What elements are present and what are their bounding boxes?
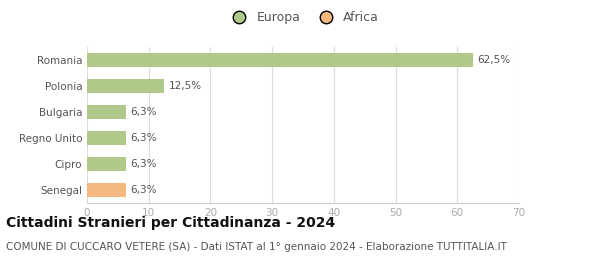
Text: 6,3%: 6,3% — [130, 185, 157, 195]
Text: 12,5%: 12,5% — [169, 81, 202, 91]
Text: 62,5%: 62,5% — [477, 55, 510, 65]
Bar — [87, 183, 126, 197]
Text: 6,3%: 6,3% — [130, 133, 157, 143]
Legend: Europa, Africa: Europa, Africa — [222, 6, 384, 29]
Bar — [87, 79, 164, 93]
Bar — [87, 131, 126, 145]
Bar — [87, 157, 126, 171]
Text: Cittadini Stranieri per Cittadinanza - 2024: Cittadini Stranieri per Cittadinanza - 2… — [6, 216, 335, 230]
Text: 6,3%: 6,3% — [130, 107, 157, 117]
Text: 6,3%: 6,3% — [130, 159, 157, 169]
Bar — [87, 105, 126, 119]
Text: COMUNE DI CUCCARO VETERE (SA) - Dati ISTAT al 1° gennaio 2024 - Elaborazione TUT: COMUNE DI CUCCARO VETERE (SA) - Dati IST… — [6, 242, 507, 252]
Bar — [87, 53, 473, 67]
